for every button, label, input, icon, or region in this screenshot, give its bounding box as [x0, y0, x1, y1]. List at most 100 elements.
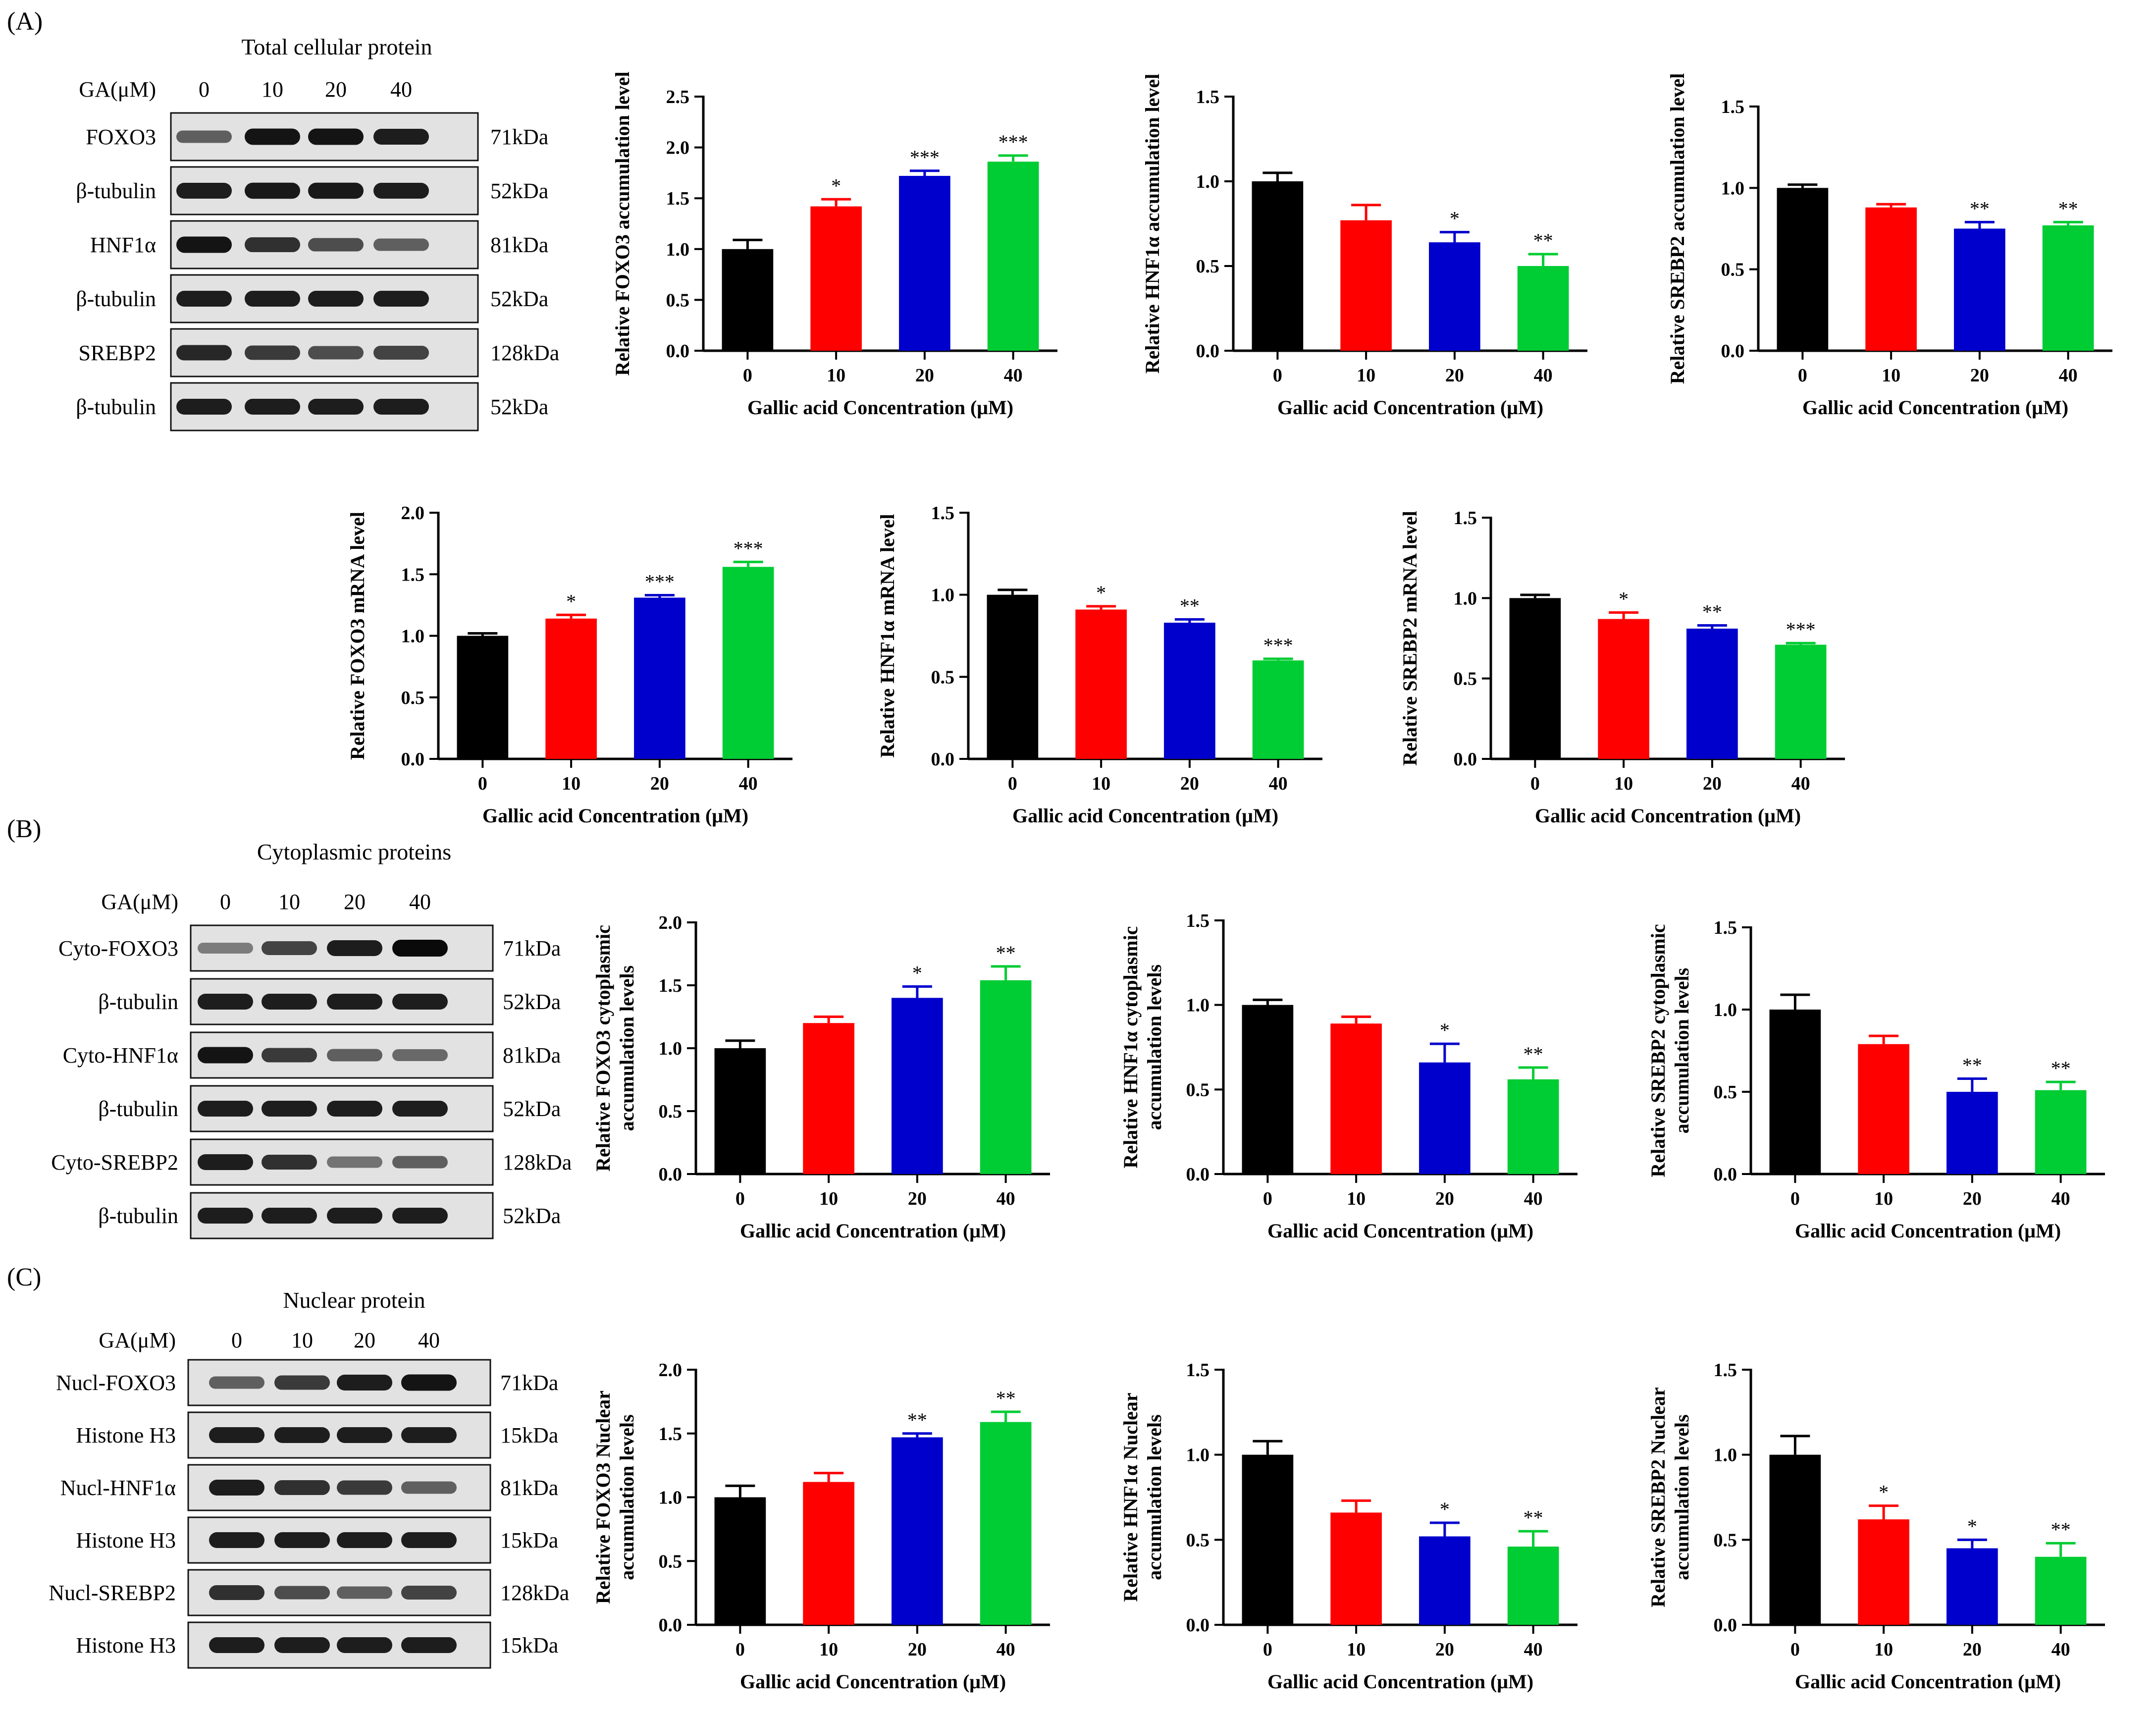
significance-label: **	[1962, 1054, 1982, 1076]
x-tick-label: 20	[1963, 1639, 1982, 1660]
y-tick-label: 1.0	[1454, 588, 1477, 609]
y-tick-label: 0.0	[1186, 1164, 1210, 1185]
y-tick-label: 1.0	[1186, 1445, 1210, 1466]
significance-label: *	[1450, 208, 1460, 230]
significance-label: **	[2051, 1057, 2071, 1079]
blot-row: Cyto-SREBP2 128kDa	[51, 1138, 572, 1186]
significance-label: *	[1967, 1515, 1977, 1537]
blot-row-kda: 52kDa	[490, 287, 548, 311]
y-tick-label: 1.0	[1186, 995, 1210, 1016]
blot-band	[373, 183, 429, 199]
lane-concentration: 20	[354, 1328, 375, 1352]
blot-row: SREBP2 128kDa	[78, 328, 559, 377]
bar-40	[1507, 1079, 1559, 1174]
y-axis-label: Relative HNF1α cytoplasmic	[1119, 926, 1142, 1169]
blot-row-label: β-tubulin	[98, 990, 178, 1014]
blot-row-kda: 52kDa	[503, 990, 561, 1014]
ga-label: GA(μM)	[79, 77, 156, 102]
x-tick-label: 10	[819, 1639, 838, 1660]
blot-band	[198, 994, 253, 1010]
y-tick-label: 0.0	[1714, 1615, 1737, 1636]
blot-row-kda: 52kDa	[503, 1097, 561, 1121]
x-tick-label: 0	[736, 1188, 745, 1209]
blot-row-kda: 71kDa	[500, 1371, 558, 1395]
lane-concentration: 40	[418, 1328, 440, 1352]
x-tick-label: 10	[1874, 1188, 1893, 1209]
significance-label: *	[831, 174, 841, 197]
blot-band	[274, 1532, 330, 1548]
x-tick-label: 10	[1347, 1639, 1366, 1660]
y-tick-label: 0.5	[1186, 1530, 1210, 1551]
blot-row: Histone H3 15kDa	[76, 1621, 558, 1669]
blot-band	[262, 941, 317, 955]
ga-label: GA(μM)	[99, 1328, 176, 1352]
x-tick-label: 0	[1263, 1639, 1272, 1660]
blot-row: Nucl-FOXO3 71kDa	[56, 1359, 558, 1406]
blot-band	[392, 1156, 448, 1169]
bar-20	[892, 1437, 943, 1625]
blot-band	[392, 994, 448, 1010]
y-tick-label: 0.0	[659, 1615, 683, 1636]
blot-band	[176, 183, 232, 199]
blot-band	[308, 182, 364, 199]
x-axis-label: Gallic acid Concentration (μM)	[1012, 804, 1278, 827]
significance-label: **	[1524, 1043, 1543, 1065]
blot-band	[262, 1155, 317, 1170]
y-tick-label: 1.5	[1186, 910, 1210, 931]
y-axis-label: Relative FOXO3 Nuclear	[592, 1391, 614, 1604]
y-tick-label: 0.5	[1714, 1082, 1737, 1103]
blot-row: β-tubulin 52kDa	[76, 166, 548, 215]
bar-10	[545, 618, 597, 759]
significance-label: **	[2058, 197, 2078, 219]
bar-0	[1509, 598, 1561, 759]
x-tick-label: 20	[1970, 365, 1989, 386]
x-tick-label: 10	[1357, 365, 1375, 386]
bar-40	[1775, 644, 1827, 759]
y-tick-label: 1.0	[1714, 1445, 1737, 1466]
blot-band	[373, 238, 429, 251]
y-tick-label: 1.0	[1196, 171, 1220, 192]
blot-row-label: β-tubulin	[76, 287, 156, 311]
blot-band	[327, 994, 382, 1010]
x-tick-label: 0	[478, 773, 487, 794]
lane-concentration: 0	[220, 890, 231, 914]
y-tick-label: 0.5	[666, 290, 690, 311]
bar-10	[1858, 1044, 1909, 1174]
blot-row-kda: 128kDa	[490, 341, 559, 365]
y-tick-label: 1.5	[1186, 1360, 1210, 1381]
blot-row-label: Cyto-HNF1α	[63, 1043, 178, 1068]
blot-row-label: Nucl-FOXO3	[56, 1371, 176, 1395]
significance-label: **	[1702, 601, 1722, 623]
x-tick-label: 10	[1882, 365, 1900, 386]
y-tick-label: 0.0	[1186, 1615, 1210, 1636]
blot-panel-2: (B) Cytoplasmic proteins GA(μM) 0 10 20 40 Cyto…	[7, 815, 572, 1239]
bar-20	[1954, 228, 2005, 351]
bar-40	[980, 980, 1032, 1174]
blot-band	[209, 1427, 264, 1443]
x-axis-label: Gallic acid Concentration (μM)	[1795, 1220, 2061, 1242]
y-tick-label: 2.0	[659, 912, 683, 933]
bar-10	[803, 1023, 854, 1174]
y-axis-label: Relative FOXO3 mRNA level	[346, 512, 368, 760]
x-tick-label: 40	[1269, 773, 1288, 794]
bar-40	[980, 1422, 1032, 1625]
significance-label: **	[996, 942, 1016, 964]
blot-row: β-tubulin 52kDa	[98, 978, 561, 1025]
blot-band	[274, 1637, 330, 1653]
blot-row-kda: 128kDa	[503, 1150, 572, 1175]
blot-panel-1: (A) Total cellular protein GA(μM) 0 10 20 40 FO…	[7, 7, 559, 431]
bar-chart-a-protein-foxo3: 0.0 0.5 1.0 1.5 2.0 2.5 0 10 * 20 *** 40 *** Gallic a…	[611, 71, 1057, 419]
blot-band	[401, 1374, 457, 1391]
y-tick-label: 0.0	[1196, 341, 1220, 362]
blot-band	[198, 1047, 253, 1064]
blot-row: Histone H3 15kDa	[76, 1411, 558, 1459]
bar-20	[1686, 629, 1738, 759]
x-tick-label: 10	[1092, 773, 1110, 794]
x-tick-label: 20	[1963, 1188, 1982, 1209]
blot-row-kda: 128kDa	[500, 1581, 569, 1605]
blot-band	[337, 1480, 392, 1495]
bar-20	[1429, 242, 1480, 351]
blot-band	[373, 291, 429, 307]
lane-concentration: 0	[199, 77, 210, 102]
blot-row-kda: 81kDa	[500, 1476, 558, 1500]
